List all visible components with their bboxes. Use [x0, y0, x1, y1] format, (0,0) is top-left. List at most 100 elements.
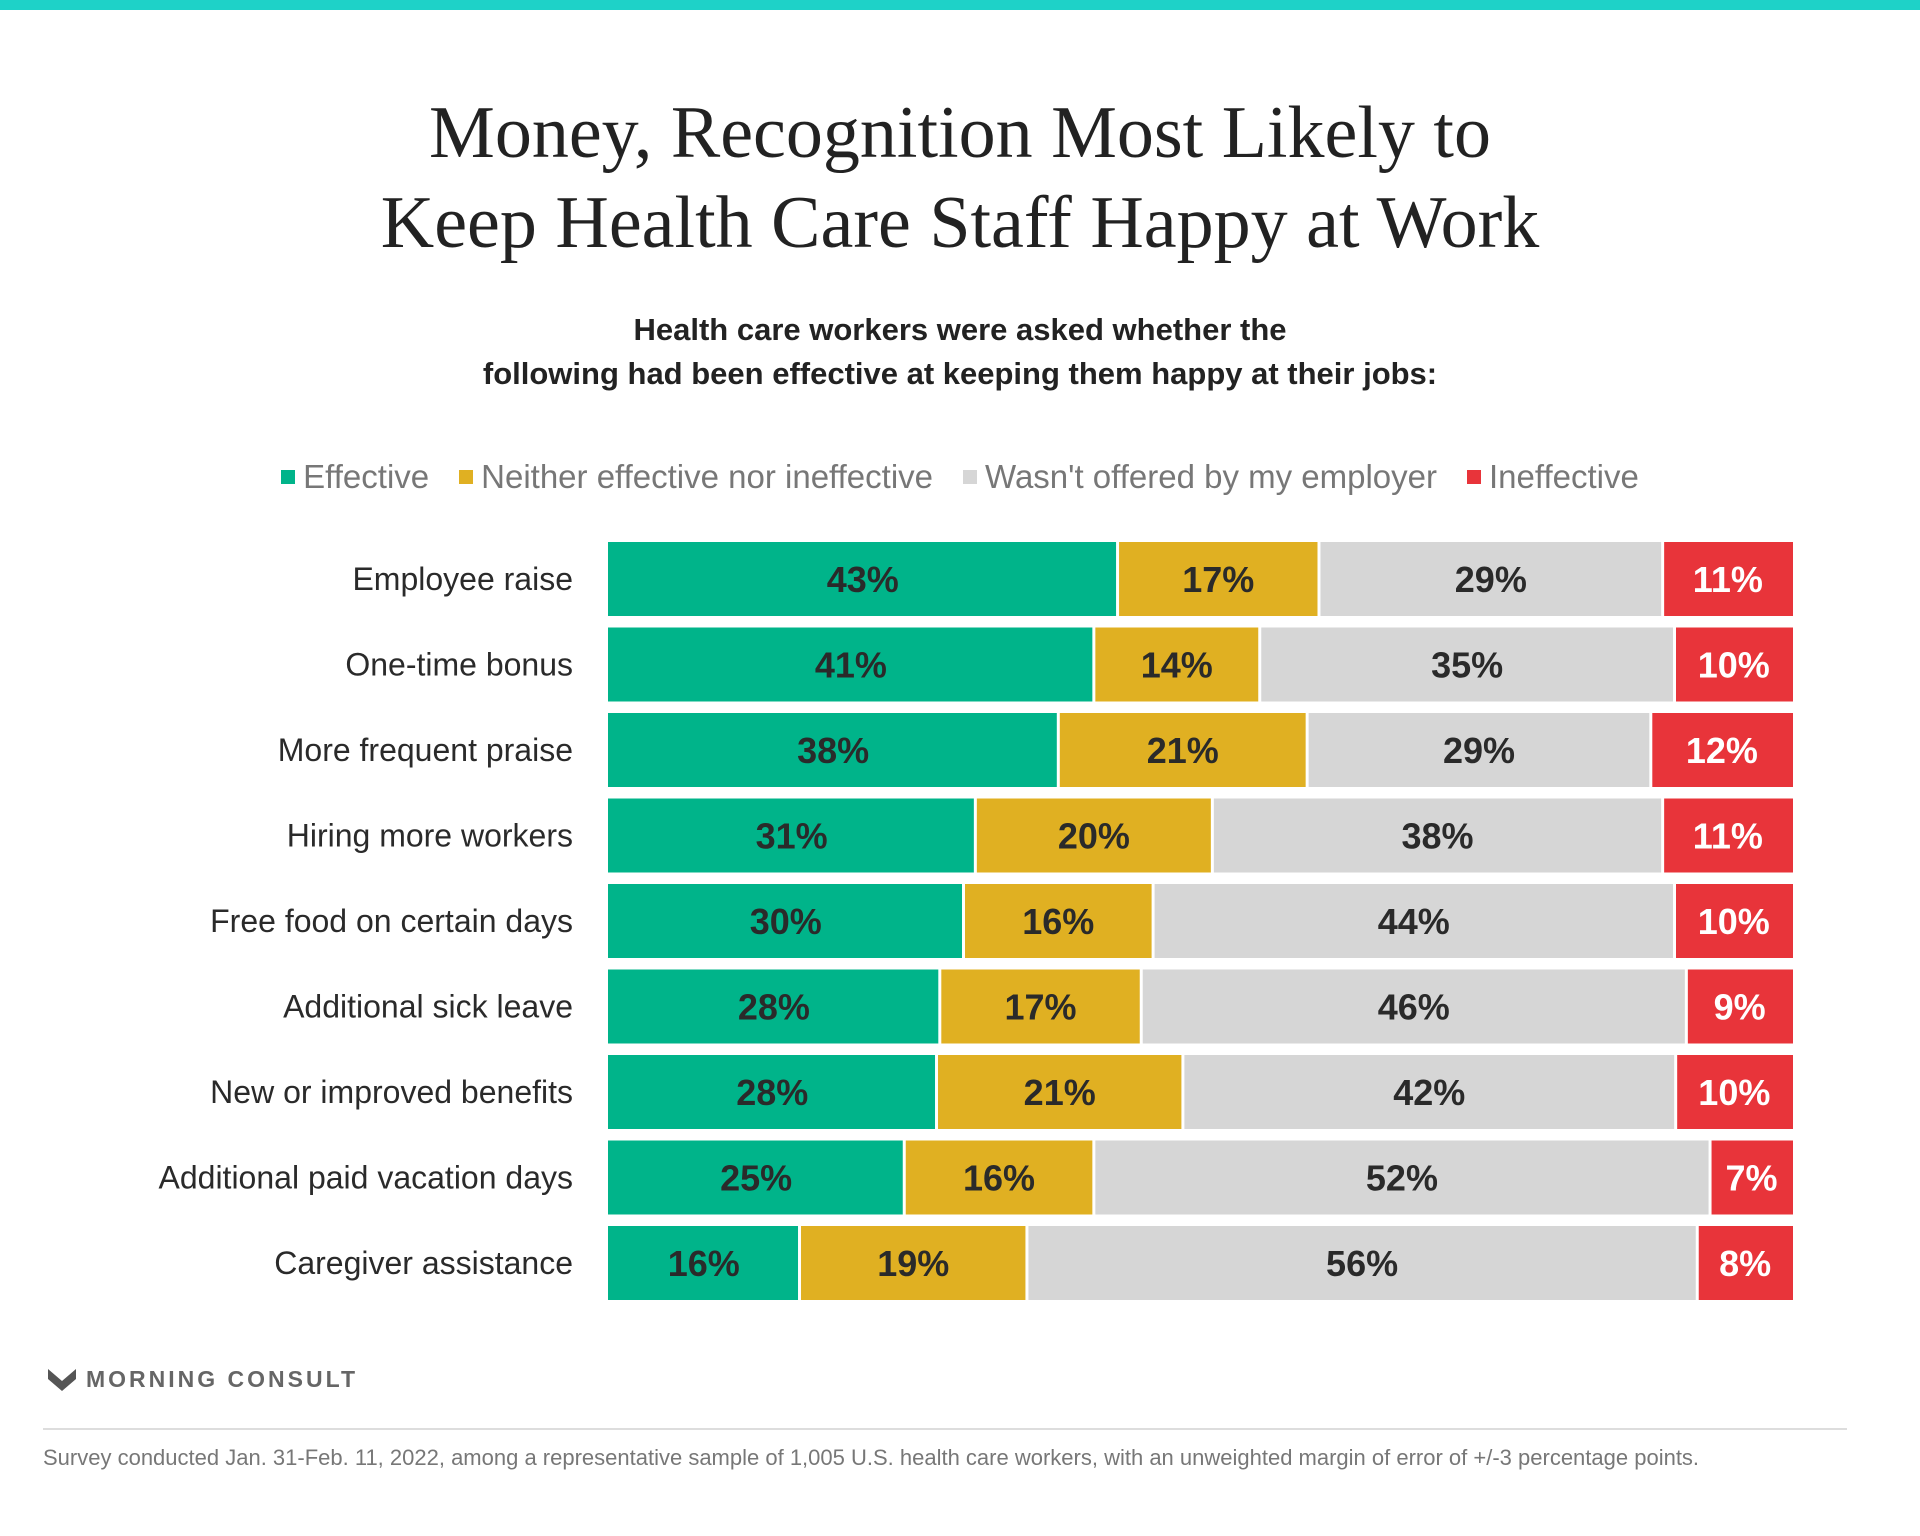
divider	[43, 1428, 1847, 1430]
bar-segment	[1142, 969, 1685, 1044]
bar-segment	[608, 1140, 903, 1215]
bar-segment	[1664, 798, 1793, 873]
bar-row: One-time bonus 41% 14% 35% 10%	[345, 627, 1793, 702]
bar-segment	[608, 884, 962, 958]
legend-label: Ineffective	[1489, 458, 1639, 495]
data-label: 41%	[815, 645, 887, 686]
bar-row: Employee raise 43% 17% 29% 11%	[352, 542, 1793, 616]
bar-segment	[1095, 1140, 1709, 1215]
legend-label: Effective	[303, 458, 430, 495]
data-label: 16%	[963, 1158, 1035, 1199]
data-label: 30%	[750, 901, 822, 942]
data-label: 35%	[1431, 645, 1503, 686]
data-label: 7%	[1726, 1158, 1778, 1199]
category-label: Hiring more workers	[287, 818, 573, 854]
bar-segment	[801, 1226, 1026, 1300]
legend-item-ineffective: Ineffective	[1467, 458, 1639, 496]
legend-item-effective: Effective	[281, 458, 429, 496]
data-label: 19%	[877, 1243, 949, 1284]
bar-segment	[1677, 1055, 1793, 1129]
bar-segment	[1687, 969, 1793, 1044]
bar-segment	[608, 969, 939, 1044]
data-label: 31%	[756, 816, 828, 857]
data-label: 10%	[1698, 645, 1770, 686]
category-label: New or improved benefits	[210, 1074, 573, 1110]
data-label: 8%	[1719, 1243, 1771, 1284]
bar-segment	[938, 1055, 1182, 1129]
data-label: 38%	[1401, 816, 1473, 857]
data-label: 56%	[1326, 1243, 1398, 1284]
data-label: 38%	[797, 730, 869, 771]
category-label: One-time bonus	[345, 647, 573, 683]
bar-segment	[1676, 884, 1793, 958]
bar-segment	[1676, 627, 1793, 702]
bar-segment	[608, 1055, 936, 1129]
bar-row: Additional sick leave 28% 17% 46% 9%	[283, 969, 1793, 1044]
footnote: Survey conducted Jan. 31-Feb. 11, 2022, …	[43, 1445, 1700, 1470]
bar-segment	[976, 798, 1211, 873]
bar-segment	[1154, 884, 1673, 958]
data-label: 14%	[1141, 645, 1213, 686]
top-accent-bar	[0, 0, 1920, 10]
legend-item-neither: Neither effective nor ineffective	[459, 458, 933, 496]
bar-segment	[608, 713, 1057, 787]
bar-segment	[1664, 542, 1793, 616]
data-label: 17%	[1004, 987, 1076, 1028]
data-label: 16%	[1022, 901, 1094, 942]
category-label: Additional sick leave	[283, 989, 573, 1025]
bar-segment	[1213, 798, 1662, 873]
bar-segment	[1028, 1226, 1696, 1300]
bar-segment	[608, 542, 1117, 616]
data-label: 28%	[738, 987, 810, 1028]
bar-segment	[1059, 713, 1306, 787]
data-label: 11%	[1693, 816, 1763, 857]
bar-segment	[1652, 713, 1793, 787]
legend-swatch	[1467, 470, 1481, 484]
category-label: More frequent praise	[278, 732, 573, 768]
data-label: 11%	[1693, 559, 1763, 600]
bar-row: New or improved benefits 28% 21% 42% 10%	[210, 1055, 1793, 1129]
data-label: 10%	[1698, 1072, 1770, 1113]
title-line-1: Money, Recognition Most Likely to	[429, 92, 1491, 174]
data-label: 25%	[720, 1158, 792, 1199]
bar-segment	[608, 798, 974, 873]
bar-segment	[905, 1140, 1093, 1215]
bar-segment	[1308, 713, 1650, 787]
legend-label: Wasn't offered by my employer	[985, 458, 1437, 495]
category-label: Additional paid vacation days	[159, 1160, 574, 1196]
stacked-bar-chart: Employee raise 43% 17% 29% 11% One-time bonus…	[159, 542, 1793, 1300]
data-label: 10%	[1698, 901, 1770, 942]
morning-consult-logo: MORNING CONSULT	[48, 1366, 358, 1393]
bar-segment	[608, 627, 1093, 702]
chart-title: Money, Recognition Most Likely to Keep H…	[0, 88, 1920, 268]
data-label: 44%	[1378, 901, 1450, 942]
title-line-2: Keep Health Care Staff Happy at Work	[380, 182, 1540, 264]
bar-row: More frequent praise 38% 21% 29% 12%	[278, 713, 1793, 787]
data-label: 17%	[1182, 559, 1254, 600]
data-label: 46%	[1378, 987, 1450, 1028]
subtitle-line-2: following had been effective at keeping …	[482, 356, 1438, 391]
bar-segment	[1261, 627, 1673, 702]
data-label: 43%	[827, 559, 899, 600]
bar-segment	[1320, 542, 1662, 616]
bar-row: Caregiver assistance 16% 19% 56% 8%	[274, 1226, 1793, 1300]
data-label: 29%	[1443, 730, 1515, 771]
bar-segment	[965, 884, 1152, 958]
legend-item-not-offered: Wasn't offered by my employer	[963, 458, 1437, 496]
bar-row: Free food on certain days 30% 16% 44% 10%	[210, 884, 1793, 958]
category-label: Caregiver assistance	[274, 1245, 573, 1281]
data-label: 20%	[1058, 816, 1130, 857]
chart-subtitle: Health care workers were asked whether t…	[0, 308, 1920, 396]
category-label: Employee raise	[352, 561, 573, 597]
data-label: 16%	[668, 1243, 740, 1284]
bar-segment	[1095, 627, 1259, 702]
bar-segment	[941, 969, 1140, 1044]
data-label: 21%	[1024, 1072, 1096, 1113]
bar-row: Additional paid vacation days 25% 16% 52% 7%	[159, 1140, 1793, 1215]
morning-consult-m-icon	[48, 1368, 76, 1391]
legend-label: Neither effective nor ineffective	[481, 458, 934, 495]
data-label: 52%	[1366, 1158, 1438, 1199]
data-label: 28%	[736, 1072, 808, 1113]
legend-swatch	[963, 470, 978, 484]
category-label: Free food on certain days	[210, 903, 573, 939]
